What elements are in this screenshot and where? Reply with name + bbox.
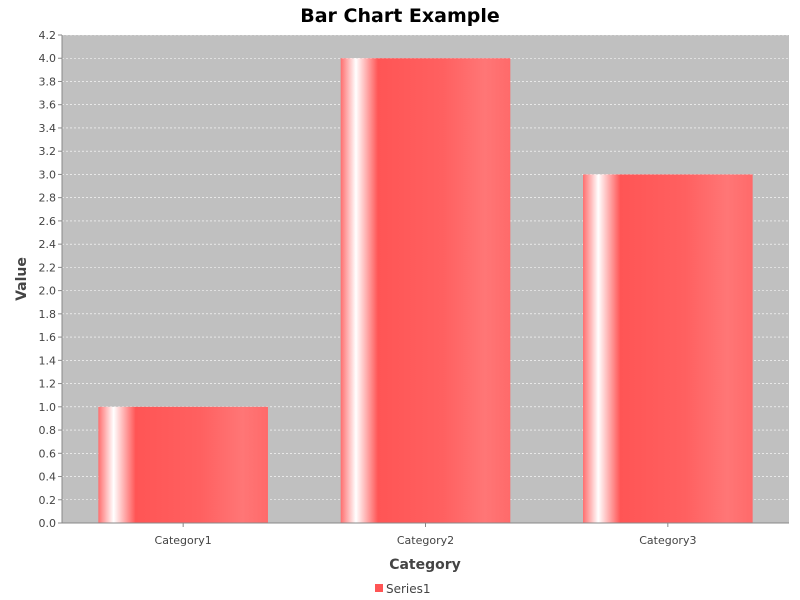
y-tick-label: 2.2 (39, 261, 57, 274)
legend: Series1 (375, 582, 431, 596)
y-tick-label: 2.6 (39, 215, 57, 228)
y-tick-label: 2.0 (39, 285, 57, 298)
y-tick-label: 3.4 (39, 122, 57, 135)
y-axis-title: Value (14, 257, 30, 301)
bar-category2 (340, 58, 511, 523)
bar-category3 (583, 174, 753, 523)
y-tick-label: 1.2 (39, 378, 57, 391)
x-axis-title: Category (389, 557, 461, 573)
x-axis-ticks: Category1 Category2 Category3 (155, 523, 696, 547)
y-tick-label: 2.8 (39, 192, 57, 205)
y-tick-label: 0.2 (39, 494, 57, 507)
y-tick-label: 0.6 (39, 447, 57, 460)
y-tick-label: 3.2 (39, 145, 57, 158)
x-tick-label: Category3 (639, 534, 696, 547)
y-tick-label: 3.0 (39, 168, 57, 181)
chart-title: Bar Chart Example (300, 5, 500, 27)
legend-swatch (375, 584, 383, 592)
bar-category1 (98, 406, 268, 523)
y-tick-label: 1.6 (39, 331, 57, 344)
y-tick-label: 0.0 (39, 517, 57, 530)
y-tick-label: 1.8 (39, 308, 57, 321)
x-tick-label: Category2 (397, 534, 454, 547)
y-tick-label: 4.2 (39, 29, 57, 42)
y-tick-label: 1.0 (39, 401, 57, 414)
y-tick-label: 3.8 (39, 75, 57, 88)
y-tick-label: 4.0 (39, 52, 57, 65)
y-tick-label: 2.4 (39, 238, 57, 251)
y-tick-label: 3.6 (39, 99, 57, 112)
x-tick-label: Category1 (155, 534, 212, 547)
legend-label: Series1 (386, 582, 431, 596)
y-tick-label: 1.4 (39, 354, 57, 367)
y-tick-label: 0.8 (39, 424, 57, 437)
y-tick-label: 0.4 (39, 471, 57, 484)
bars-group (98, 58, 753, 523)
y-axis-ticks: 0.0 0.2 0.4 0.6 0.8 1.0 1.2 1.4 1.6 1.8 2.0 2.2 2.4 2… (39, 29, 62, 530)
